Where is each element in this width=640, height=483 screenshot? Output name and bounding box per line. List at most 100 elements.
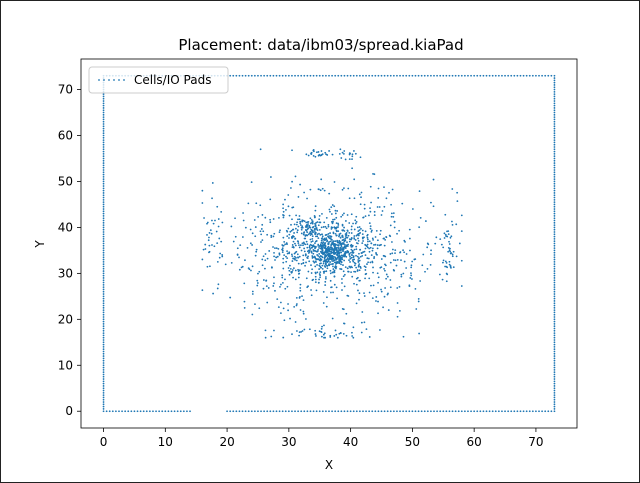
cell-point [419,216,422,219]
cell-point [268,250,271,252]
cell-point [255,248,258,251]
cell-point [255,202,258,205]
cell-point [380,214,383,216]
cell-point [250,181,253,183]
cell-point [443,237,446,239]
cell-point [373,173,376,176]
cell-point [320,266,322,269]
legend-marker-dot [123,79,125,81]
io-pad-point [553,231,556,233]
io-pad-point [309,74,312,77]
cell-point [214,219,216,222]
io-pad-point [553,150,556,153]
cell-point [234,217,236,220]
cell-point [373,210,376,213]
cell-point [400,273,403,276]
io-pad-point [553,260,556,263]
cell-point [372,266,374,269]
cell-point [313,230,316,232]
io-pad-point [284,74,287,77]
cell-point [355,302,358,305]
cell-point [342,308,345,311]
cell-point [333,335,336,337]
io-pad-point [269,410,272,413]
io-pad-point [541,410,543,413]
cell-point [319,189,322,192]
io-pad-point [553,77,556,79]
io-pad-point [553,178,556,181]
cell-point [325,227,328,230]
cell-point [452,250,455,253]
io-pad-point [102,385,105,387]
io-pad-point [553,396,556,399]
io-pad-point [553,74,556,77]
cell-point [363,321,366,324]
io-pad-point [553,192,556,194]
cell-point [350,254,353,256]
cell-point [210,232,213,235]
cell-point [371,247,374,250]
cell-point [358,269,361,272]
cell-point [401,202,404,205]
io-pad-point [102,217,105,220]
io-pad-point [516,74,519,77]
io-pad-point [399,410,401,413]
cell-point [342,264,344,266]
io-pad-point [553,132,556,135]
cell-point [299,224,302,226]
io-pad-point [102,323,105,325]
io-pad-point [102,187,105,190]
io-pad-point [513,410,516,413]
y-tick-label: 30 [58,266,73,280]
cell-point [456,200,459,203]
cell-point [264,216,267,219]
io-pad-point [362,410,364,413]
cell-point [364,269,367,271]
io-pad-point [102,162,105,164]
io-pad-point [448,74,451,77]
io-pad-point [547,74,550,77]
cell-point [340,261,343,264]
cell-point [357,239,360,242]
cell-point [364,277,366,280]
cell-point [302,299,305,301]
io-pad-point [501,74,503,77]
cell-point [327,224,330,226]
cell-point [282,261,285,264]
io-pad-point [346,410,349,413]
io-pad-point [241,410,244,413]
cell-point [444,265,446,268]
cell-point [320,178,323,181]
io-pad-point [553,221,556,224]
cell-point [267,287,270,289]
io-pad-point [553,157,556,160]
cell-point [338,249,340,252]
cell-point [288,237,290,239]
cell-point [334,240,337,243]
cell-point [303,250,306,253]
io-pad-point [337,74,340,77]
io-pad-point [121,410,123,413]
cell-point [293,305,296,308]
io-pad-point [189,410,191,413]
io-pad-point [102,203,105,206]
io-pad-point [167,410,170,413]
io-pad-point [102,127,105,130]
cell-point [331,263,334,265]
io-pad-point [479,410,482,413]
cell-point [270,266,273,269]
cell-point [337,262,339,264]
io-pad-point [115,410,117,413]
io-pad-point [553,226,556,229]
cell-point [449,236,452,239]
io-pad-point [553,136,556,139]
cell-point [399,251,402,253]
cell-point [356,226,359,229]
cell-point [324,234,327,236]
io-pad-point [522,410,525,413]
io-pad-point [102,198,105,201]
cell-point [308,328,311,331]
cell-point [320,327,323,330]
io-pad-point [553,240,556,243]
io-pad-point [488,74,491,77]
